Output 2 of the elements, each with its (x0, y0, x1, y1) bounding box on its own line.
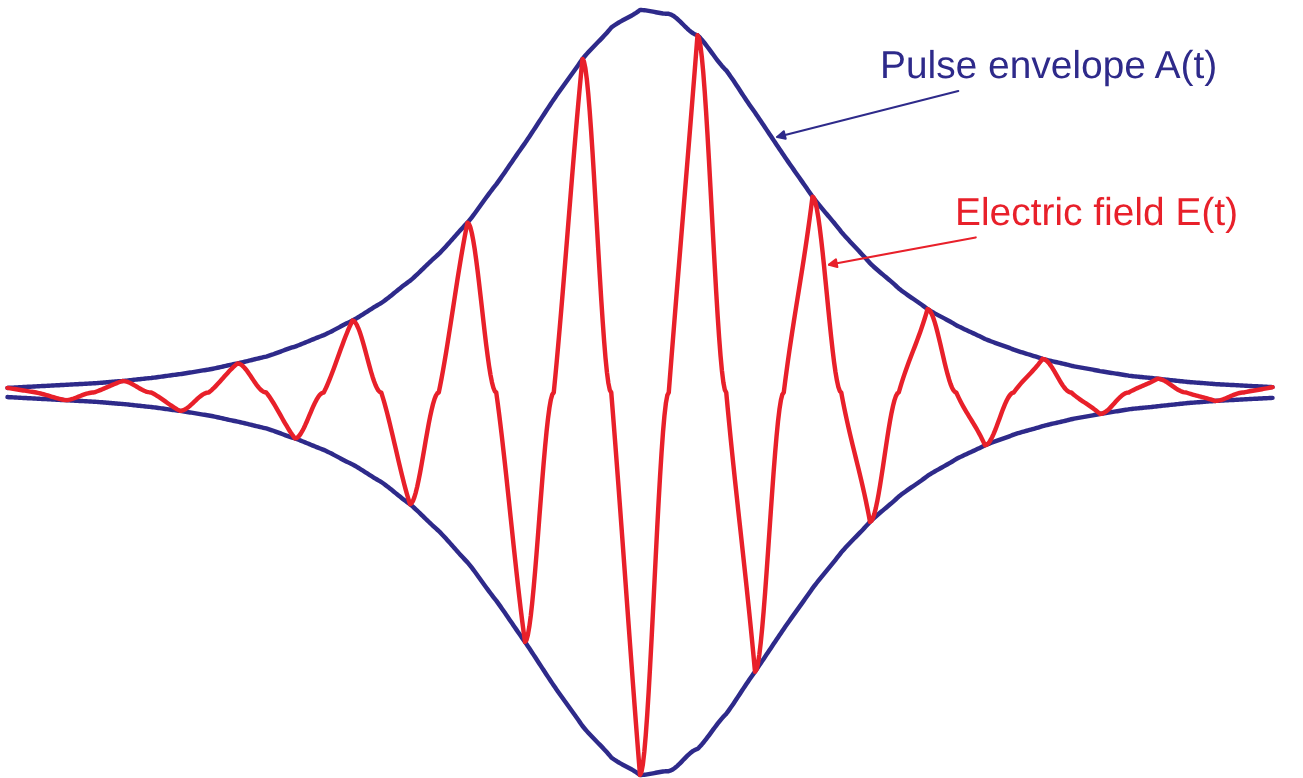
text: Pulse envelope A(t) (883, 49, 1215, 87)
text: Electric field E(t) (958, 196, 1236, 234)
